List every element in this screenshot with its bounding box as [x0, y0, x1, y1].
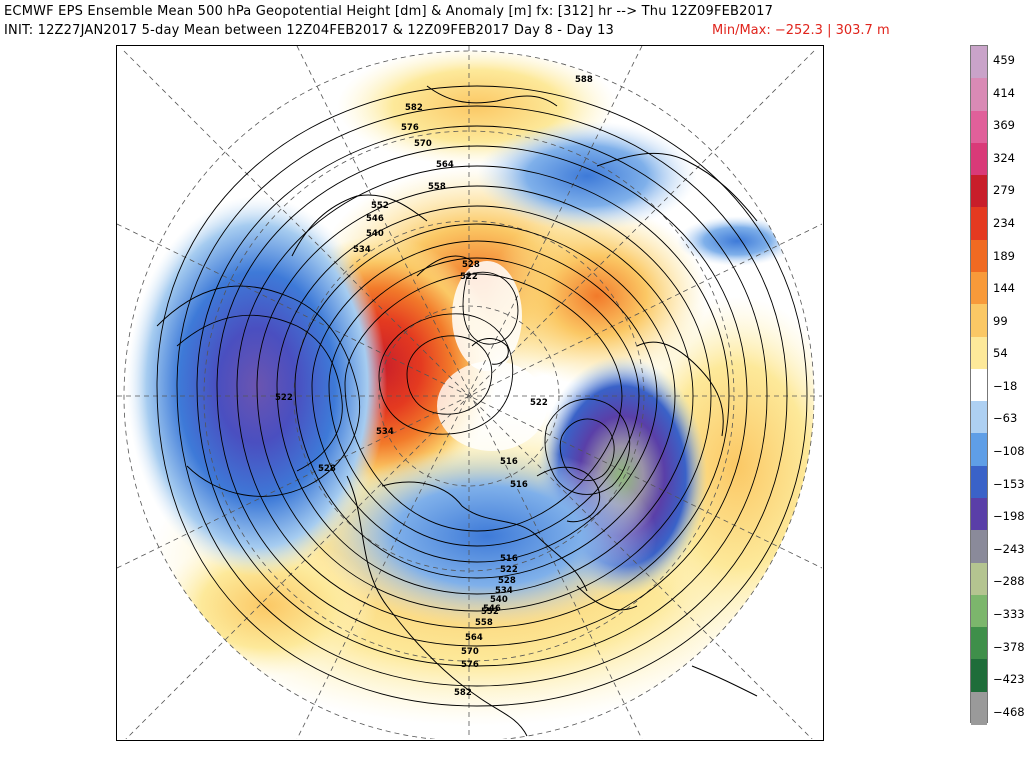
colorbar-label: −18 [993, 378, 1018, 393]
contour-label: 570 [414, 139, 432, 149]
colorbar-label: −378 [993, 639, 1024, 654]
colorbar-label: −333 [993, 606, 1024, 621]
contour-label: 534 [353, 245, 371, 255]
colorbar-segment [971, 110, 987, 144]
colorbar-label: 279 [993, 183, 1015, 198]
colorbar-segment [971, 562, 987, 596]
contour-label: 576 [461, 660, 479, 670]
colorbar-segment [971, 691, 987, 725]
contour-label: 534 [495, 586, 513, 596]
contour-label: 540 [366, 229, 384, 239]
colorbar-segment [971, 336, 987, 370]
map-canvas: 588 582 576 570 564 558 552 546 540 534 … [117, 46, 822, 739]
colorbar-segment [971, 594, 987, 628]
colorbar-label: −108 [993, 444, 1024, 459]
colorbar-segment [971, 239, 987, 273]
colorbar-label: −198 [993, 509, 1024, 524]
contour-label: 528 [498, 576, 516, 586]
contour-label: 576 [401, 123, 419, 133]
contour-label: 516 [500, 457, 518, 467]
contour-label: 522 [530, 398, 548, 408]
colorbar-segment [971, 207, 987, 241]
colorbar-segment [971, 304, 987, 338]
contour-label: 588 [575, 75, 593, 85]
graticule [117, 46, 822, 739]
contour-label: 546 [483, 604, 501, 614]
colorbar-segment [971, 530, 987, 564]
colorbar-label: −63 [993, 411, 1018, 426]
colorbar-segment [971, 272, 987, 305]
colorbar-label: −288 [993, 574, 1024, 589]
contour-label: 582 [454, 688, 472, 698]
contour-label: 528 [318, 464, 336, 474]
contour-label: 516 [510, 480, 528, 490]
colorbar-segment [971, 498, 987, 531]
map-title: ECMWF EPS Ensemble Mean 500 hPa Geopoten… [4, 4, 774, 19]
contour-label: 516 [500, 554, 518, 564]
colorbar-label: 459 [993, 53, 1015, 67]
contour-label: 552 [481, 607, 499, 617]
colorbar-label: 99 [993, 313, 1008, 328]
contour-label: 564 [465, 633, 483, 643]
colorbar-label: 324 [993, 150, 1015, 165]
colorbar-label: −423 [993, 672, 1024, 687]
colorbar-segment [971, 465, 987, 499]
contour-label: 570 [461, 647, 479, 657]
contour-label: 546 [366, 214, 384, 224]
colorbar-segment [971, 433, 987, 467]
colorbar-segment [971, 46, 987, 79]
colorbar-label: 414 [993, 85, 1015, 100]
colorbar-segment [971, 659, 987, 693]
contour-label: 522 [275, 393, 293, 403]
colorbar-label: −468 [993, 704, 1024, 719]
colorbar-segment [971, 627, 987, 661]
contour-labels: 588 582 576 570 564 558 552 546 540 534 … [275, 75, 593, 698]
colorbar-segment [971, 368, 987, 402]
colorbar-label: 54 [993, 346, 1008, 361]
init-subtitle: INIT: 12Z27JAN2017 5-day Mean between 12… [4, 23, 615, 38]
colorbar-segment [971, 142, 987, 176]
minmax-readout: Min/Max: −252.3 | 303.7 m [712, 23, 890, 38]
colorbar-label: 234 [993, 215, 1015, 230]
contour-label: 558 [428, 182, 446, 192]
contour-label: 534 [376, 427, 394, 437]
colorbar-label: 189 [993, 248, 1015, 263]
contour-label: 522 [500, 565, 518, 575]
contour-label: 540 [490, 595, 508, 605]
contour-label: 582 [405, 103, 423, 113]
contour-label: 564 [436, 160, 454, 170]
colorbar-segment [971, 78, 987, 112]
height-contours [156, 85, 808, 707]
contour-label: 558 [475, 618, 493, 628]
contour-label: 552 [371, 201, 389, 211]
colorbar-label: −243 [993, 541, 1024, 556]
colorbar-label: −153 [993, 476, 1024, 491]
polar-stereographic-map: 588 582 576 570 564 558 552 546 540 534 … [116, 45, 824, 741]
colorbar-segment [971, 175, 987, 209]
colorbar-label: 369 [993, 118, 1015, 133]
colorbar-label: 144 [993, 281, 1015, 296]
colorbar-segment [971, 401, 987, 435]
contour-label: 528 [462, 260, 480, 270]
contour-label: 522 [460, 272, 478, 282]
anomaly-colorbar [970, 45, 988, 725]
